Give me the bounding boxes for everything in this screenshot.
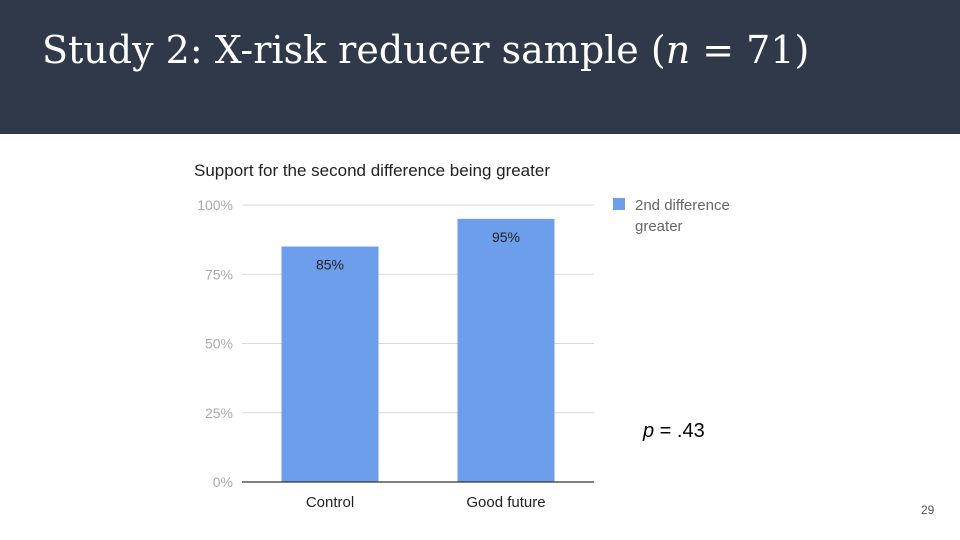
- bar-data-label: 85%: [316, 257, 344, 273]
- x-tick-label: Good future: [466, 494, 545, 511]
- bar-data-label: 95%: [492, 229, 520, 245]
- legend-label: greater: [635, 218, 683, 235]
- title-suffix: = 71): [690, 28, 810, 72]
- slide-header: Study 2: X-risk reducer sample (n = 71): [0, 0, 960, 134]
- title-n: n: [665, 28, 691, 72]
- legend-swatch: [613, 198, 625, 210]
- title-prefix: Study 2: X-risk reducer sample (: [42, 28, 666, 72]
- y-tick-label: 75%: [205, 266, 233, 282]
- page-number: 29: [921, 503, 935, 517]
- bar-good-future: [457, 218, 555, 482]
- y-tick-label: 0%: [213, 474, 233, 490]
- x-tick-label: Control: [306, 494, 354, 511]
- y-tick-label: 25%: [205, 405, 233, 421]
- p-value-text: = .43: [654, 420, 705, 442]
- p-value: p = .43: [643, 420, 705, 443]
- slide-title: Study 2: X-risk reducer sample (n = 71): [42, 28, 809, 72]
- y-tick-label: 100%: [197, 197, 233, 213]
- bar-control: [281, 246, 379, 482]
- y-tick-label: 50%: [205, 336, 233, 352]
- chart-title: Support for the second difference being …: [194, 161, 550, 180]
- p-label: p: [643, 420, 655, 442]
- legend-label: 2nd difference: [635, 197, 730, 214]
